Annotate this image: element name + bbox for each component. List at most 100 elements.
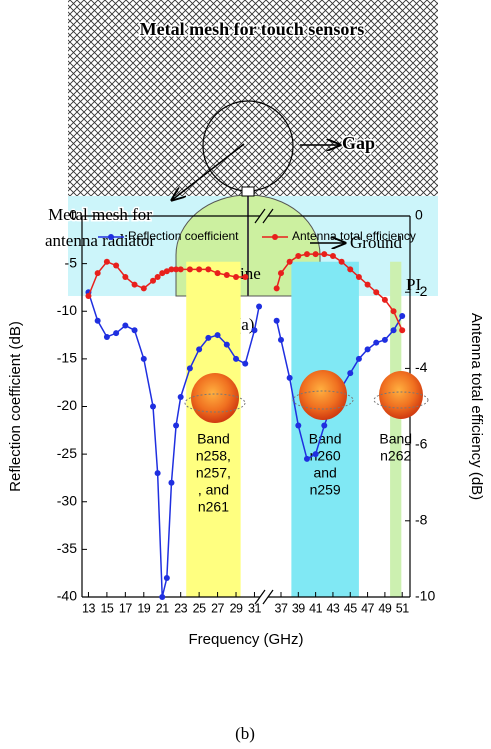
y-tick-label: -15 [57, 350, 77, 366]
y-tick-label: -20 [57, 397, 77, 413]
y-tick-label: -10 [57, 302, 77, 318]
point [277, 270, 284, 277]
point [140, 285, 147, 292]
y2-tick-label: -4 [415, 359, 428, 375]
point [205, 334, 212, 341]
series-line [275, 253, 403, 331]
radiation-patterns [184, 370, 429, 423]
band-label: and [313, 465, 336, 481]
y-tick-label: -35 [57, 540, 77, 556]
point [154, 273, 161, 280]
point [373, 289, 380, 296]
point [214, 332, 221, 339]
point [273, 317, 280, 324]
point [329, 253, 336, 260]
point [205, 266, 212, 273]
point [113, 330, 120, 337]
point [150, 403, 157, 410]
point [173, 266, 180, 273]
legend-swatch [272, 234, 278, 240]
point [223, 272, 230, 279]
y-tick-label: -40 [57, 588, 77, 604]
x-tick-label: 37 [275, 601, 288, 615]
x-tick-label: 15 [100, 601, 113, 615]
band [291, 261, 359, 597]
gap-notch [241, 186, 255, 197]
point [295, 253, 302, 260]
x-tick-label: 51 [396, 601, 409, 615]
band [186, 261, 241, 597]
point [381, 296, 388, 303]
x-tick-label: 45 [344, 601, 357, 615]
band-label: n261 [198, 499, 229, 515]
x-axis-label: Frequency (GHz) [188, 631, 303, 648]
point [233, 273, 240, 280]
axis-break [254, 208, 266, 224]
point [177, 266, 184, 273]
label: Metal mesh for [48, 205, 152, 224]
point [103, 258, 110, 265]
x-tick-label: 27 [211, 601, 224, 615]
band-label: Band [379, 431, 412, 447]
point [312, 251, 319, 258]
point [159, 594, 166, 600]
point [390, 327, 397, 334]
point [163, 268, 170, 275]
label: antenna radiator [45, 231, 155, 250]
point [273, 285, 280, 292]
band-label: n260 [310, 448, 341, 464]
point [390, 308, 397, 315]
legend-label: Reflection coefficient [128, 229, 239, 243]
legend-label: Antenna total efficiency [292, 229, 416, 243]
point [154, 470, 161, 477]
point [256, 303, 263, 310]
point [347, 370, 354, 377]
axis-break [262, 589, 274, 605]
point [303, 455, 310, 462]
point [173, 422, 180, 429]
band-label: , and [198, 482, 229, 498]
axis-break [262, 208, 274, 224]
axis-break [254, 589, 266, 605]
x-tick-label: 25 [193, 601, 206, 615]
point [355, 355, 362, 362]
point [196, 266, 203, 273]
y2-tick-label: -2 [415, 283, 428, 299]
x-tick-label: 19 [137, 601, 150, 615]
band-label: Band [309, 431, 342, 447]
point [251, 327, 258, 334]
point [321, 251, 328, 258]
band-label: n258, [196, 448, 231, 464]
point [364, 281, 371, 288]
point [312, 451, 319, 458]
legend-swatch [108, 234, 114, 240]
point [355, 273, 362, 280]
caption: (b) [235, 724, 255, 743]
band-label: n259 [310, 482, 341, 498]
point [103, 333, 110, 340]
y-tick-label: 0 [69, 207, 77, 223]
point [286, 258, 293, 265]
point [113, 262, 120, 269]
point [286, 374, 293, 381]
pattern-icon [379, 371, 423, 419]
x-tick-label: 43 [326, 601, 339, 615]
point [177, 393, 184, 400]
y-axis-label: Reflection coefficient (dB) [7, 321, 24, 492]
point [364, 346, 371, 353]
x-tick-label: 47 [361, 601, 374, 615]
point [233, 355, 240, 362]
x-tick-label: 39 [292, 601, 305, 615]
x-tick-label: 23 [174, 601, 187, 615]
point [122, 273, 129, 280]
band-label: n257, [196, 465, 231, 481]
pattern-icon [191, 373, 239, 423]
point [347, 266, 354, 273]
x-tick-label: 17 [119, 601, 132, 615]
diagram-a: Metal mesh for touch sensors Gap Metal m… [45, 0, 438, 334]
point [321, 422, 328, 429]
point [399, 313, 406, 320]
y2-tick-label: -8 [415, 512, 428, 528]
